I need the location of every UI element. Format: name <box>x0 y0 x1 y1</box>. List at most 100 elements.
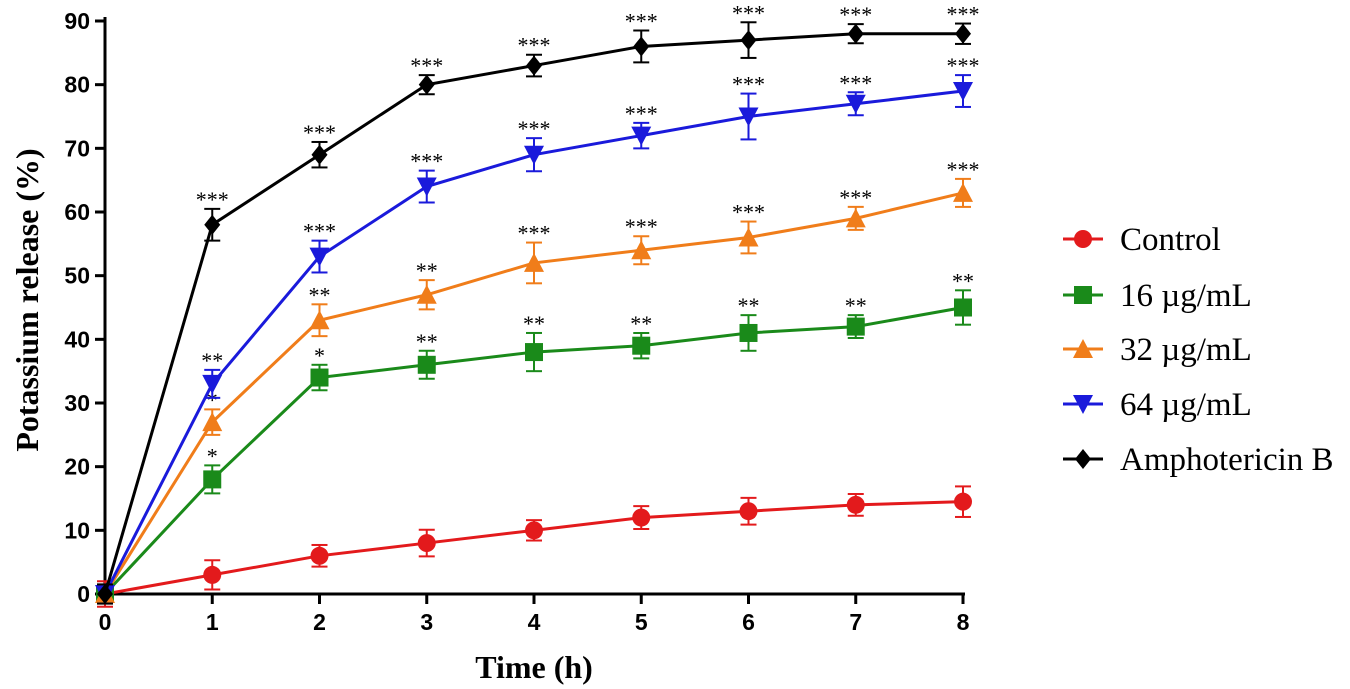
legend-label: Control <box>1120 222 1221 258</box>
significance-label: *** <box>303 219 336 244</box>
legend-item-1: 16 µg/mL <box>1063 278 1252 314</box>
x-tick-label: 5 <box>635 609 648 635</box>
data-point <box>846 495 865 514</box>
legend-label: Amphotericin B <box>1120 442 1334 478</box>
x-tick-label: 6 <box>742 609 755 635</box>
data-point <box>526 55 542 76</box>
data-point <box>310 546 329 565</box>
x-tick-label: 0 <box>99 609 112 635</box>
axes: 0 10 20 30 40 50 60 70 80 90 0 1 2 3 4 5 6 7 8 <box>64 8 969 635</box>
x-tick-label: 4 <box>528 609 541 635</box>
significance-label: *** <box>732 200 765 225</box>
data-point <box>955 23 971 44</box>
data-point <box>631 240 652 260</box>
series-4: *************** *** *** *** <box>97 0 980 605</box>
data-point <box>738 227 759 247</box>
data-point <box>524 252 544 272</box>
data-point <box>418 74 435 95</box>
series-1: ****** **** **** <box>96 268 974 605</box>
data-point <box>632 336 651 355</box>
x-tick-label: 2 <box>313 609 326 635</box>
data-point <box>631 126 652 146</box>
significance-label: *** <box>947 157 980 182</box>
significance-label: *** <box>625 214 658 239</box>
legend-marker <box>1074 286 1092 304</box>
data-point <box>739 323 758 342</box>
y-tick-label: 70 <box>64 135 90 161</box>
x-tick-label: 7 <box>849 609 862 635</box>
y-tick-label: 0 <box>77 581 90 607</box>
data-point <box>97 584 113 604</box>
y-axis-title: Potassium release (%) <box>9 148 45 451</box>
y-tick-label: 10 <box>64 517 90 543</box>
x-tick-label: 8 <box>957 609 970 635</box>
legend-marker <box>1074 230 1092 248</box>
significance-label: *** <box>839 70 872 95</box>
data-point <box>953 82 973 102</box>
legend-item-3: 64 µg/mL <box>1063 387 1252 423</box>
significance-label: *** <box>518 33 551 58</box>
y-tick-label: 60 <box>64 199 90 225</box>
y-tick-label: 30 <box>64 390 90 416</box>
significance-label: *** <box>947 2 980 27</box>
data-point <box>738 107 759 127</box>
data-point <box>847 23 864 44</box>
significance-label: ** <box>201 348 223 373</box>
series-layer: ****** **** ************ ******************… <box>95 0 980 608</box>
data-point <box>416 284 437 304</box>
data-point <box>417 534 436 553</box>
significance-label: * <box>207 387 218 412</box>
data-point <box>204 214 221 235</box>
data-point <box>845 94 866 114</box>
data-point <box>202 412 223 432</box>
significance-label: *** <box>625 101 658 126</box>
data-point <box>953 182 973 202</box>
data-point <box>310 368 329 387</box>
significance-label: ** <box>416 329 438 354</box>
significance-label: *** <box>732 0 765 25</box>
data-point <box>416 177 437 197</box>
legend-marker <box>1073 339 1093 358</box>
significance-label: *** <box>518 221 551 246</box>
legend-item-2: 32 µg/mL <box>1063 332 1252 368</box>
series-0 <box>96 485 972 608</box>
data-point <box>524 145 544 165</box>
significance-label: ** <box>845 293 867 318</box>
significance-label: *** <box>410 149 443 174</box>
data-point <box>845 208 866 228</box>
significance-label: *** <box>947 53 980 78</box>
data-point <box>954 492 972 511</box>
significance-label: ** <box>630 311 652 336</box>
y-tick-label: 40 <box>64 326 90 352</box>
data-point <box>203 470 222 489</box>
x-axis-title: Time (h) <box>475 649 593 685</box>
data-point <box>311 144 328 165</box>
data-point <box>633 36 650 57</box>
significance-label: ** <box>952 268 974 293</box>
significance-label: *** <box>196 187 229 212</box>
significance-label: * <box>207 443 218 468</box>
legend-marker <box>1075 449 1091 469</box>
y-tick-label: 90 <box>64 8 90 34</box>
series-line <box>104 500 964 596</box>
data-point <box>632 508 651 527</box>
x-tick-label: 1 <box>206 609 219 635</box>
significance-label: ** <box>738 293 760 318</box>
y-tick-label: 20 <box>64 454 90 480</box>
series-2: ******** ************ <box>95 157 980 605</box>
y-tick-label: 80 <box>64 72 90 98</box>
data-point <box>309 310 330 330</box>
significance-label: *** <box>732 72 765 97</box>
significance-label: *** <box>303 120 336 145</box>
legend-label: 64 µg/mL <box>1120 387 1252 423</box>
data-point <box>525 521 543 540</box>
legend: Control 16 µg/mL 32 µg/mL 64 µg/mL Amphoteri… <box>1063 222 1334 478</box>
y-tick-label: 50 <box>64 263 90 289</box>
data-point <box>739 502 758 521</box>
data-point <box>309 247 330 267</box>
data-point <box>846 317 865 336</box>
significance-label: * <box>314 343 325 368</box>
significance-label: *** <box>839 2 872 27</box>
data-point <box>525 343 543 362</box>
